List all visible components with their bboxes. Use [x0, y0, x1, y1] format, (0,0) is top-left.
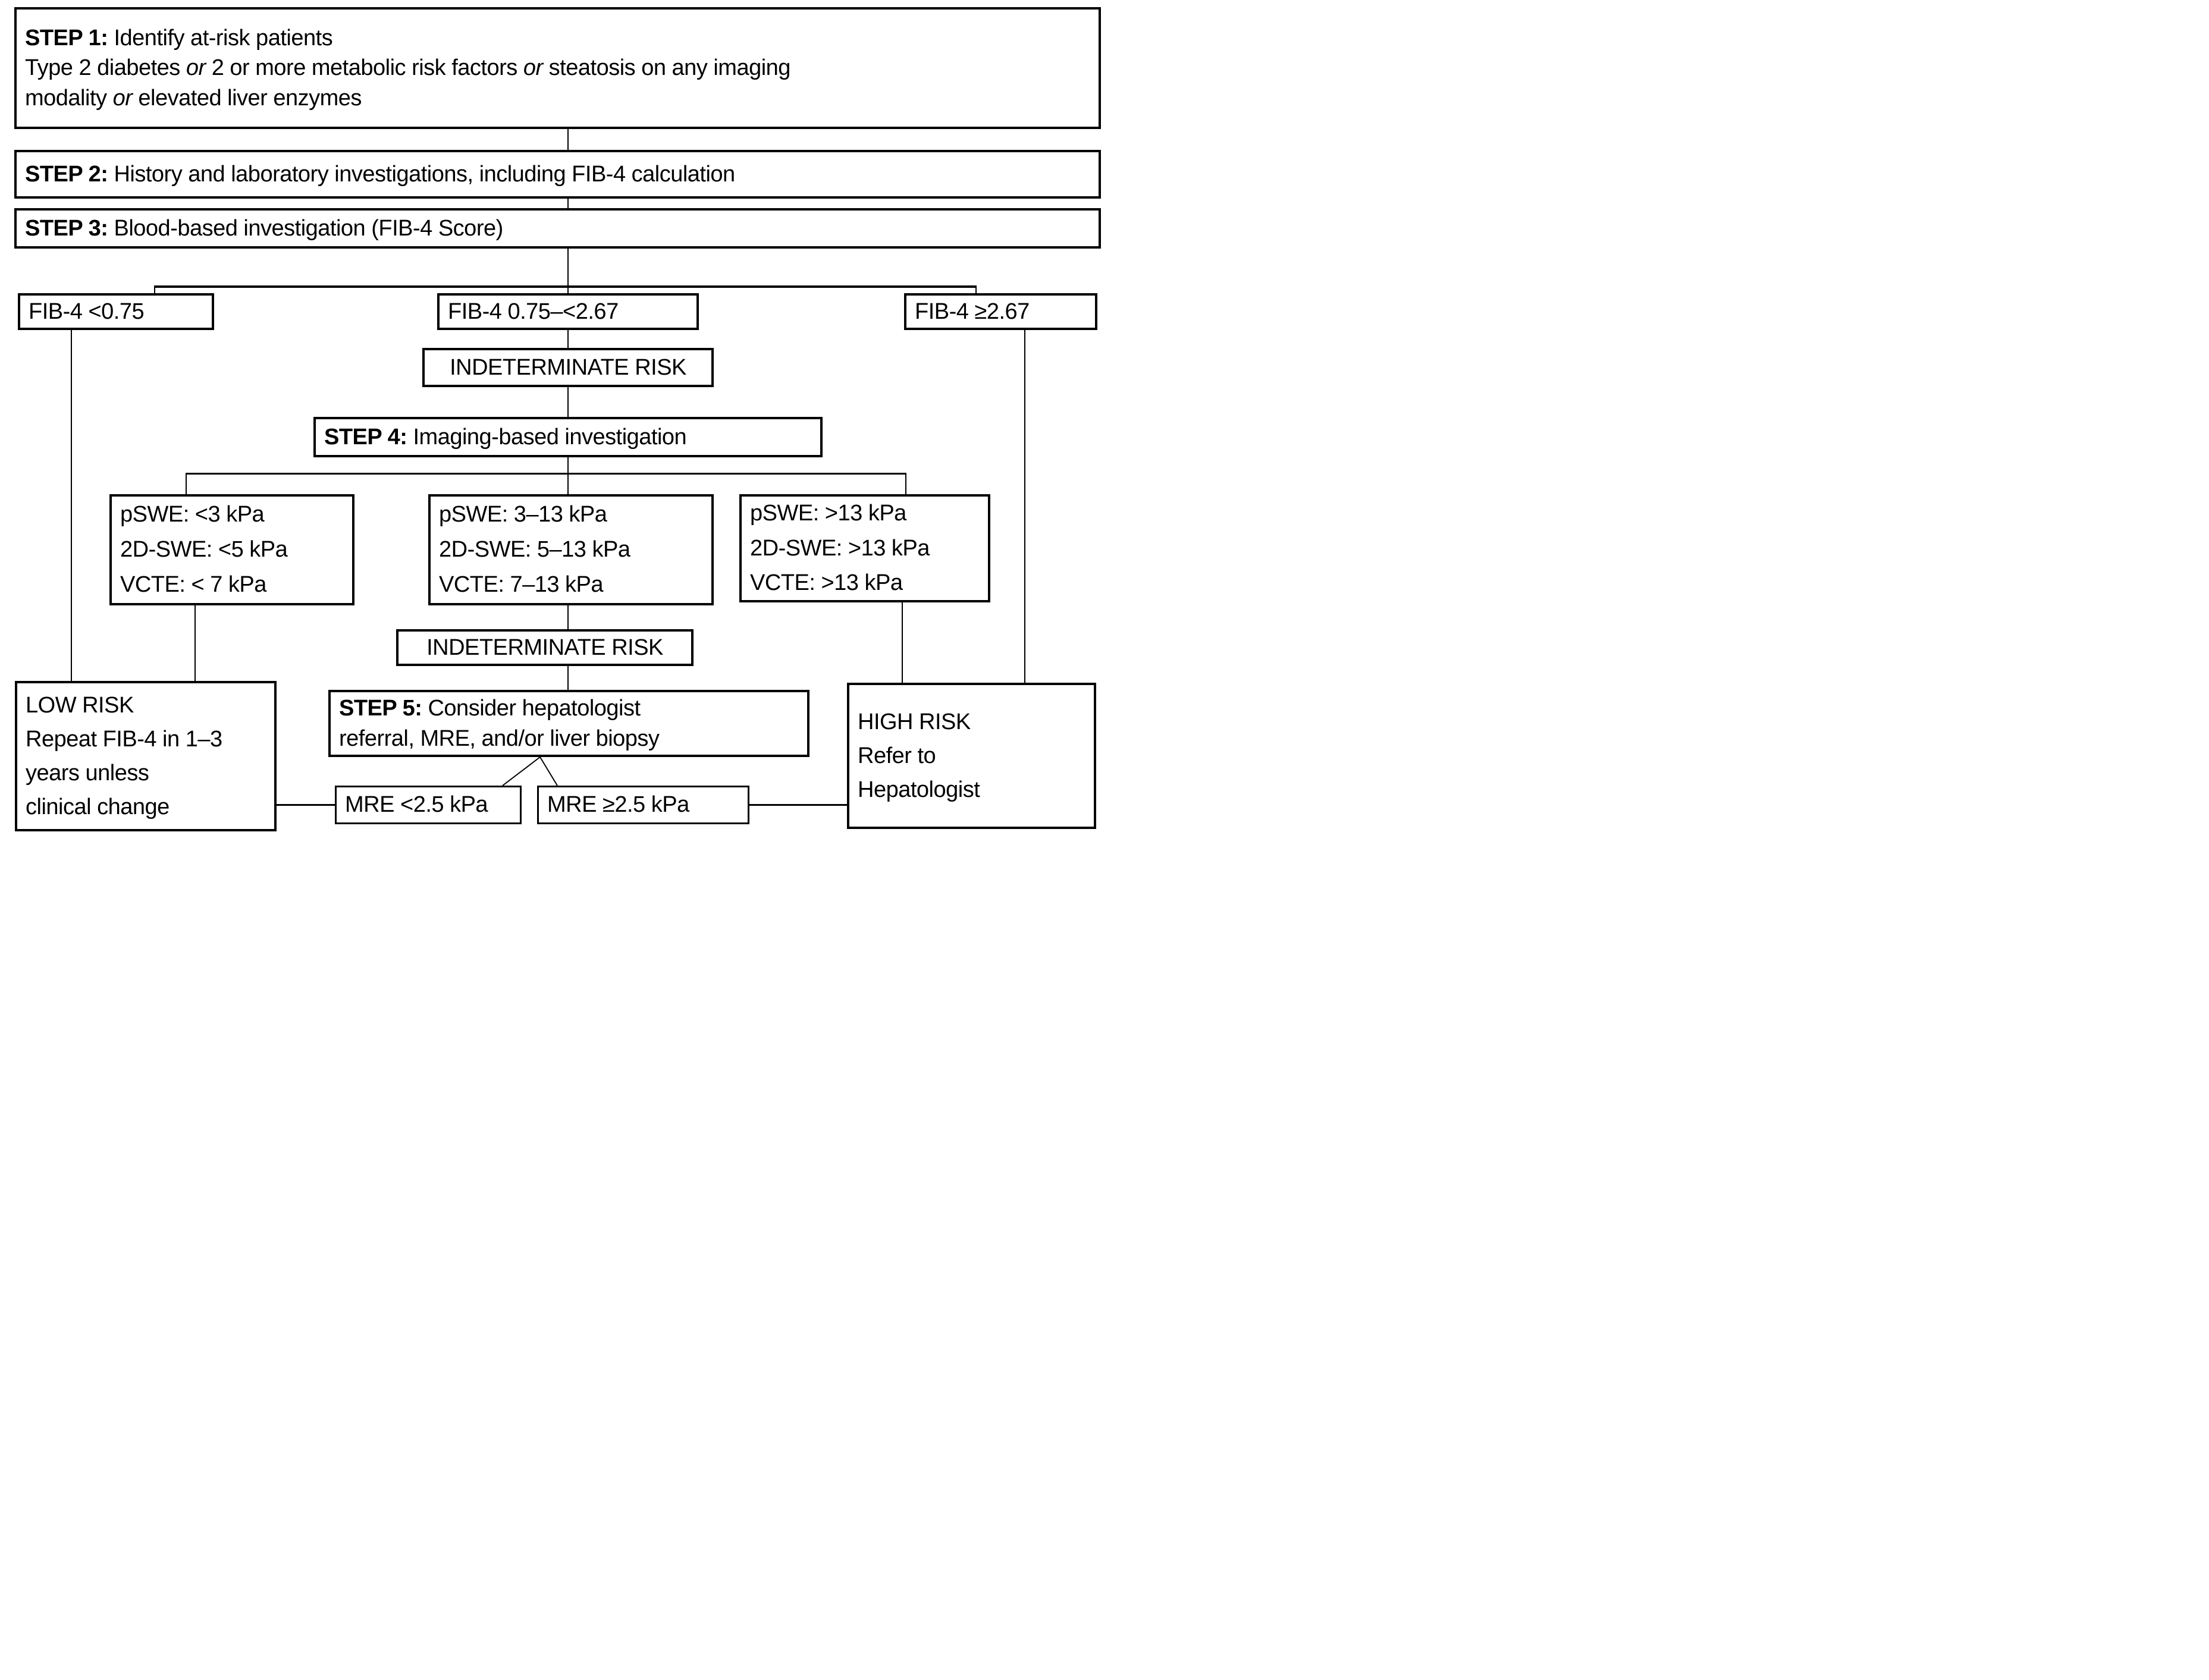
elastography-low-pswe: pSWE: <3 kPa	[120, 502, 265, 527]
elastography-mid-vcte: VCTE: 7–13 kPa	[439, 571, 604, 597]
step1-box: STEP 1: Identify at-risk patients Type 2…	[14, 7, 1101, 129]
step5-box: STEP 5: Consider hepatologist referral, …	[328, 690, 809, 757]
step4-title-line: STEP 4: Imaging-based investigation	[324, 424, 687, 450]
step4-box: STEP 4: Imaging-based investigation	[313, 417, 823, 457]
step5-title-line: STEP 5: Consider hepatologist	[339, 696, 641, 721]
step3-title-line: STEP 3: Blood-based investigation (FIB-4…	[25, 215, 503, 241]
low-risk-title: LOW RISK	[26, 692, 134, 718]
connector-elastography-mid-indeterminate2	[567, 605, 569, 629]
connector-indeterminate2-step5	[567, 666, 569, 690]
connector-step4-branch	[567, 457, 569, 473]
connector-step3-branch	[567, 249, 569, 285]
mre-low-box: MRE <2.5 kPa	[335, 786, 522, 824]
elastography-branch-line	[186, 473, 906, 475]
connector-elastography-high-highrisk	[902, 602, 903, 683]
high-risk-title: HIGH RISK	[858, 709, 971, 734]
high-risk-line2: Refer to	[858, 743, 936, 768]
elastography-high-box: pSWE: >13 kPa 2D-SWE: >13 kPa VCTE: >13 …	[739, 494, 990, 602]
elastography-low-2dswe: 2D-SWE: <5 kPa	[120, 537, 288, 563]
step1-criteria-line2: modality or elevated liver enzymes	[25, 85, 362, 111]
fib4-low-label: FIB-4 <0.75	[29, 299, 145, 324]
connector-indeterminate1-step4	[567, 387, 569, 417]
fib4-branch-line	[155, 285, 977, 288]
connector-step2-step3	[567, 199, 569, 208]
connector-step1-step2	[567, 129, 569, 150]
step2-title-line: STEP 2: History and laboratory investiga…	[25, 161, 735, 187]
elastography-mid-pswe: pSWE: 3–13 kPa	[439, 502, 607, 527]
connector-step5-mre-high	[539, 756, 558, 786]
indeterminate-risk-2-label: INDETERMINATE RISK	[426, 635, 663, 660]
diagonal-connectors	[502, 756, 558, 786]
low-risk-line4: clinical change	[26, 794, 170, 819]
fib4-high-label: FIB-4 ≥2.67	[915, 299, 1030, 324]
flowchart: STEP 1: Identify at-risk patients Type 2…	[0, 0, 1104, 840]
step3-box: STEP 3: Blood-based investigation (FIB-4…	[14, 208, 1101, 249]
connector-branch-fib4-low	[154, 285, 155, 293]
low-risk-line3: years unless	[26, 760, 149, 786]
connector-branch-elastography-mid	[567, 473, 569, 494]
mre-high-label: MRE ≥2.5 kPa	[547, 792, 689, 818]
fib4-mid-label: FIB-4 0.75–<2.67	[448, 299, 619, 324]
connector-elastography-low-lowrisk	[194, 605, 196, 681]
mre-high-box: MRE ≥2.5 kPa	[537, 786, 749, 824]
high-risk-line3: Hepatologist	[858, 777, 980, 802]
step2-box: STEP 2: History and laboratory investiga…	[14, 150, 1101, 199]
low-risk-line2: Repeat FIB-4 in 1–3	[26, 726, 222, 752]
connector-branch-elastography-low	[186, 473, 187, 494]
fib4-mid-box: FIB-4 0.75–<2.67	[437, 293, 699, 330]
step1-title-line: STEP 1: Identify at-risk patients	[25, 26, 333, 51]
high-risk-box: HIGH RISK Refer to Hepatologist	[847, 683, 1096, 829]
elastography-low-vcte: VCTE: < 7 kPa	[120, 571, 266, 597]
connector-lowrisk-mre-low	[277, 804, 335, 806]
connector-mre-high-highrisk	[749, 804, 847, 806]
connector-step5-mre-low	[502, 756, 541, 786]
connector-branch-fib4-high	[975, 285, 977, 293]
low-risk-box: LOW RISK Repeat FIB-4 in 1–3 years unles…	[15, 681, 277, 831]
elastography-mid-2dswe: 2D-SWE: 5–13 kPa	[439, 537, 630, 563]
connector-branch-elastography-high	[905, 473, 906, 494]
fib4-low-box: FIB-4 <0.75	[18, 293, 214, 330]
step5-line2: referral, MRE, and/or liver biopsy	[339, 726, 660, 751]
elastography-mid-box: pSWE: 3–13 kPa 2D-SWE: 5–13 kPa VCTE: 7–…	[428, 494, 714, 605]
connector-fib4-high-highrisk	[1024, 330, 1025, 683]
connector-fib4-mid-indeterminate1	[567, 330, 569, 348]
mre-low-label: MRE <2.5 kPa	[345, 792, 488, 818]
elastography-high-2dswe: 2D-SWE: >13 kPa	[750, 535, 930, 561]
elastography-high-vcte: VCTE: >13 kPa	[750, 570, 903, 596]
indeterminate-risk-1-label: INDETERMINATE RISK	[450, 354, 686, 380]
elastography-high-pswe: pSWE: >13 kPa	[750, 500, 906, 526]
indeterminate-risk-1-box: INDETERMINATE RISK	[422, 348, 714, 387]
fib4-high-box: FIB-4 ≥2.67	[904, 293, 1097, 330]
elastography-low-box: pSWE: <3 kPa 2D-SWE: <5 kPa VCTE: < 7 kP…	[109, 494, 354, 605]
connector-branch-fib4-mid	[567, 285, 569, 293]
step1-criteria-line1: Type 2 diabetes or 2 or more metabolic r…	[25, 55, 790, 81]
indeterminate-risk-2-box: INDETERMINATE RISK	[396, 629, 694, 666]
connector-fib4-low-lowrisk	[71, 330, 72, 681]
